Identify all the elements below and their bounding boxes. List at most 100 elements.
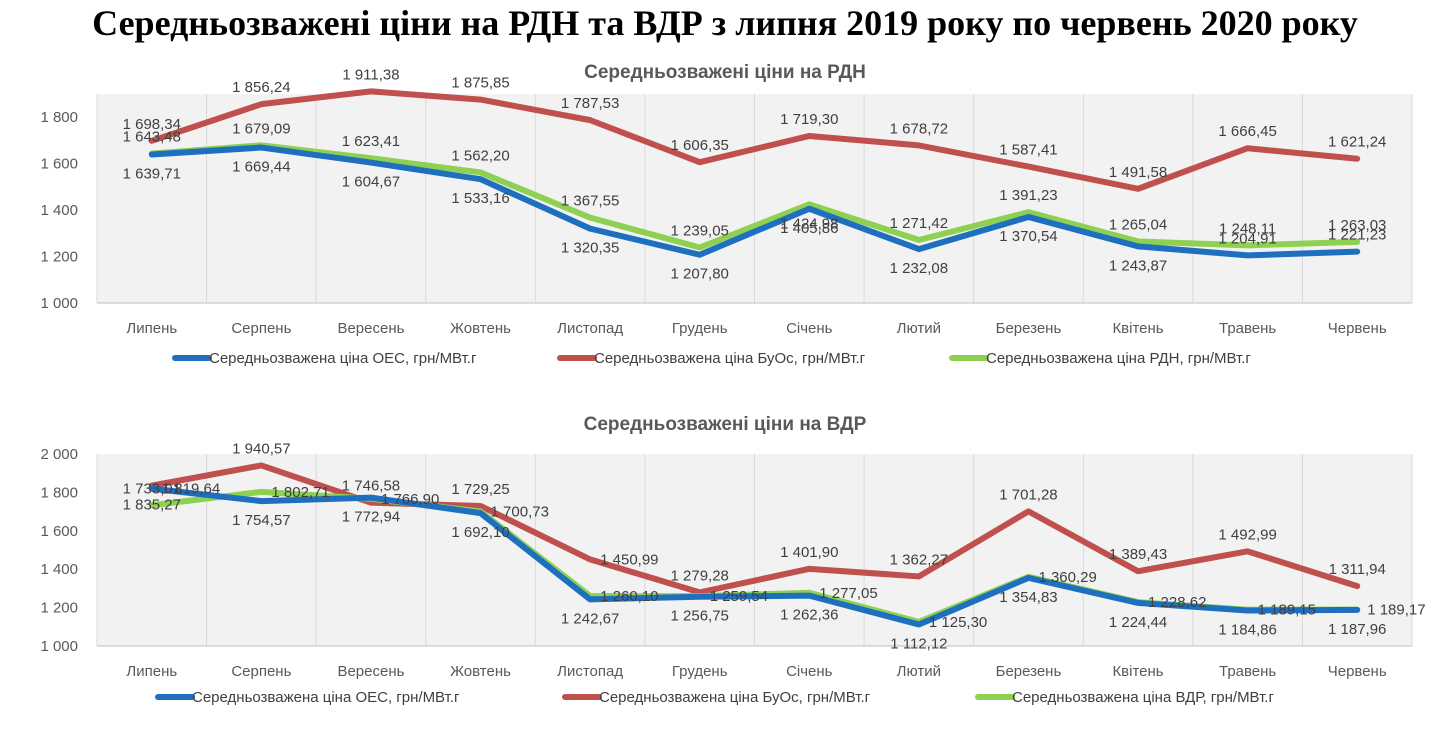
x-tick-label: Жовтень: [450, 320, 511, 337]
x-tick-label: Липень: [126, 320, 177, 337]
data-label: 1 405,86: [780, 220, 838, 237]
data-label: 1 248,11: [1219, 220, 1276, 237]
x-tick-label: Червень: [1328, 663, 1387, 680]
data-label: 1 262,36: [780, 607, 838, 624]
data-label: 1 207,80: [671, 266, 729, 283]
data-label: 1 260,10: [600, 588, 658, 605]
data-label: 1 606,35: [671, 137, 729, 154]
data-label: 1 639,71: [123, 165, 181, 182]
data-label: 1 362,27: [890, 551, 948, 568]
data-label: 1 265,04: [1109, 216, 1167, 233]
data-label: 1 729,25: [451, 481, 509, 498]
data-label: 1 856,24: [232, 79, 290, 96]
data-label: 1 491,58: [1109, 164, 1167, 181]
data-label: 1 242,67: [561, 610, 619, 627]
x-tick-label: Листопад: [557, 320, 623, 337]
data-label: 1 370,54: [999, 228, 1057, 245]
y-tick-label: 1 200: [40, 600, 78, 617]
data-label: 1 621,24: [1328, 134, 1386, 151]
y-tick-label: 1 400: [40, 561, 78, 578]
data-label: 1 112,12: [890, 635, 947, 652]
data-label: 1 239,05: [671, 222, 729, 239]
legend-label: Середньозважена ціна ВДР, грн/МВт.г: [1012, 689, 1274, 706]
data-label: 1 835,27: [123, 497, 181, 514]
y-tick-label: 1 000: [40, 295, 78, 312]
data-label: 1 492,99: [1218, 526, 1276, 543]
data-label: 1 228,62: [1148, 594, 1206, 611]
data-label: 1 189,17: [1367, 602, 1425, 619]
data-label: 1 701,28: [999, 486, 1057, 503]
y-tick-label: 1 200: [40, 249, 78, 266]
y-tick-label: 1 600: [40, 156, 78, 173]
x-tick-label: Грудень: [672, 320, 728, 337]
data-label: 1 259,54: [710, 588, 768, 605]
data-label: 1 243,87: [1109, 257, 1167, 274]
x-tick-label: Жовтень: [450, 663, 511, 680]
legend-label: Середньозважена ціна ОЕС, грн/МВт.г: [209, 350, 477, 367]
data-label: 1 450,99: [600, 551, 658, 568]
x-tick-label: Лютий: [897, 320, 941, 337]
legend-label: Середньозважена ціна РДН, грн/МВт.г: [986, 350, 1251, 367]
data-label: 1 678,72: [890, 120, 948, 137]
data-label: 1 221,23: [1328, 227, 1386, 244]
data-label: 1 875,85: [451, 75, 509, 92]
chart-rdn-svg: Середньозважені ціни на РДН 1 000 1 200 1 4…: [40, 62, 1413, 367]
data-label: 1 533,16: [451, 190, 509, 207]
series-line: [148, 142, 1361, 251]
data-label: 1 623,41: [342, 133, 400, 150]
data-label: 1 669,44: [232, 159, 290, 176]
data-label: 1 189,15: [1258, 602, 1316, 619]
x-tick-label: Березень: [996, 663, 1062, 680]
data-label: 1 692,10: [451, 524, 509, 541]
data-label: 1 271,42: [890, 215, 948, 232]
data-label: 1 367,55: [561, 193, 619, 210]
x-tick-label: Листопад: [557, 663, 623, 680]
x-tick-label: Вересень: [337, 663, 404, 680]
data-label: 1 698,34: [123, 116, 181, 133]
y-tick-label: 1 600: [40, 523, 78, 540]
x-tick-label: Квітень: [1112, 663, 1163, 680]
x-tick-label: Травень: [1219, 320, 1276, 337]
y-tick-label: 1 000: [40, 638, 78, 655]
data-label: 1 256,75: [671, 608, 729, 625]
data-label: 1 679,09: [232, 120, 290, 137]
series-line: [148, 144, 1361, 259]
data-label: 1 320,35: [561, 240, 619, 257]
x-tick-label: Вересень: [337, 320, 404, 337]
chart-vdr-svg: Середньозважені ціни на ВДР 1 000 1 200 1 4…: [40, 414, 1425, 706]
data-label: 1 587,41: [999, 142, 1057, 159]
data-label: 1 187,96: [1328, 621, 1386, 638]
series-line: [148, 88, 1361, 192]
chart-rdn: Середньозважені ціни на РДН 1 000 1 200 1 4…: [0, 52, 1450, 382]
x-tick-label: Липень: [126, 663, 177, 680]
y-tick-label: 2 000: [40, 446, 78, 463]
data-label: 1 354,83: [999, 589, 1057, 606]
data-label: 1 700,73: [491, 503, 549, 520]
data-label: 1 279,28: [671, 567, 729, 584]
x-tick-label: Грудень: [672, 663, 728, 680]
x-tick-label: Січень: [786, 663, 833, 680]
data-label: 1 787,53: [561, 95, 619, 112]
data-label: 1 184,86: [1218, 622, 1276, 639]
y-tick-label: 1 400: [40, 202, 78, 219]
data-label: 1 360,29: [1038, 569, 1096, 586]
data-label: 1 391,23: [999, 187, 1057, 204]
data-label: 1 125,30: [929, 614, 987, 631]
data-label: 1 940,57: [232, 440, 290, 457]
x-tick-label: Лютий: [897, 663, 941, 680]
data-label: 1 204,91: [1218, 230, 1276, 247]
data-label: 1 562,20: [451, 147, 509, 164]
data-label: 1 263,03: [1328, 217, 1386, 234]
data-label: 1 766,90: [381, 491, 439, 508]
y-tick-label: 1 800: [40, 484, 78, 501]
data-label: 1 772,94: [342, 509, 400, 526]
data-label: 1 604,67: [342, 174, 400, 191]
data-label: 1 277,05: [819, 585, 877, 602]
data-label: 1 911,38: [342, 66, 399, 83]
chart-title: Середньозважені ціни на ВДР: [584, 414, 867, 435]
x-tick-label: Червень: [1328, 320, 1387, 337]
x-tick-label: Серпень: [231, 663, 291, 680]
data-label: 1 746,58: [342, 478, 400, 495]
data-label: 1 719,30: [780, 111, 838, 128]
x-tick-label: Березень: [996, 320, 1062, 337]
